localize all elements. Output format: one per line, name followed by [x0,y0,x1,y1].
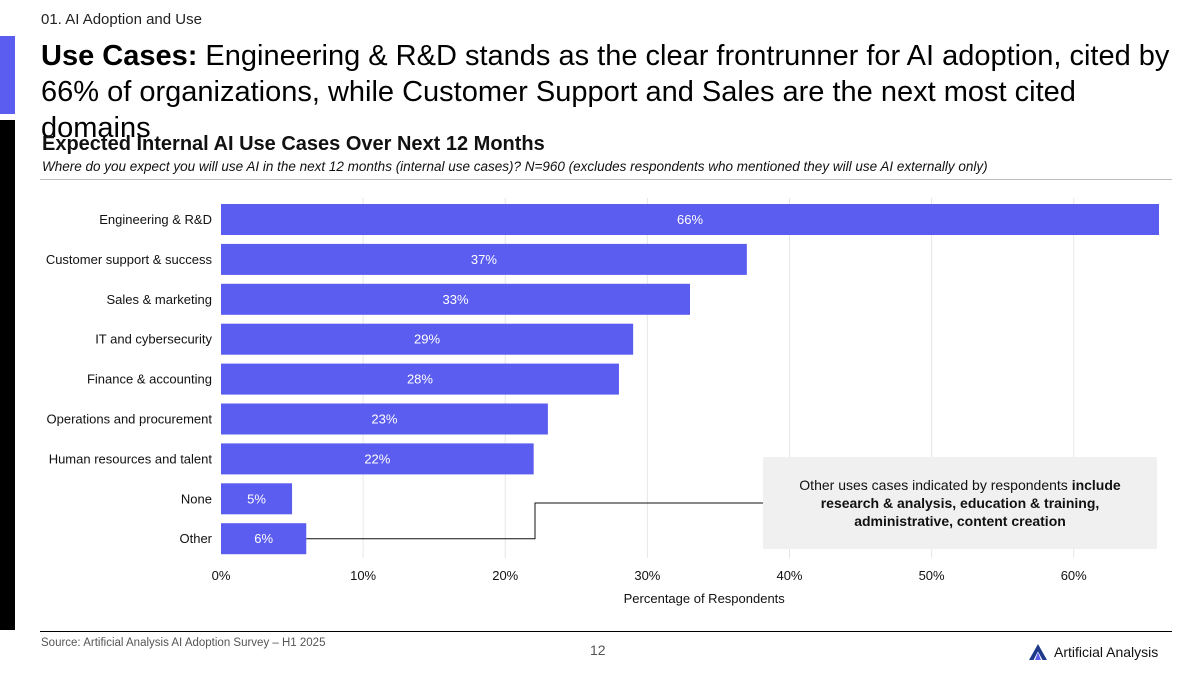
callout-text: Other uses cases indicated by respondent… [799,477,1072,493]
category-label-8: Other [179,531,212,546]
source-note: Source: Artificial Analysis AI Adoption … [41,637,326,649]
bar-8 [221,523,307,555]
headline: Use Cases: Engineering & R&D stands as t… [41,38,1191,146]
category-label-0: Engineering & R&D [99,212,212,227]
category-label-6: Human resources and talent [49,451,213,466]
tick-label-2: 20% [492,568,518,583]
data-label-4: 28% [407,372,433,387]
bar-0 [221,204,1159,235]
bar-4 [221,363,619,395]
data-label-0: 66% [677,212,703,227]
data-label-2: 33% [442,292,468,307]
brand-logo-icon [1029,644,1047,660]
tick-label-4: 40% [776,568,802,583]
footer-divider [40,631,1172,632]
accent-bar-black [0,120,15,630]
headline-rest: Engineering & R&D stands as the clear fr… [41,40,1170,144]
data-label-1: 37% [471,252,497,267]
chart-title: Expected Internal AI Use Cases Over Next… [42,133,545,155]
category-label-4: Finance & accounting [87,372,212,387]
category-label-2: Sales & marketing [107,292,213,307]
category-label-7: None [181,491,212,506]
bar-6 [221,443,534,475]
x-axis-label: Percentage of Respondents [624,591,786,606]
category-label-1: Customer support & success [46,252,213,267]
tick-label-5: 50% [919,568,945,583]
tick-label-1: 10% [350,568,376,583]
section-label: 01. AI Adoption and Use [41,11,202,28]
bar-2 [221,283,690,315]
chart-subtitle: Where do you expect you will use AI in t… [42,159,988,174]
data-label-3: 29% [414,332,440,347]
bar-1 [221,243,747,275]
category-label-3: IT and cybersecurity [95,332,212,347]
data-label-6: 22% [364,451,390,466]
page-number: 12 [590,642,606,658]
accent-bar-blue [0,36,15,114]
callout-connector [306,502,763,540]
bar-7 [221,483,293,515]
category-label-5: Operations and procurement [47,412,213,427]
tick-label-3: 30% [634,568,660,583]
other-use-cases-callout: Other uses cases indicated by respondent… [763,457,1157,549]
brand: Artificial Analysis [1028,643,1158,661]
callout-text-bold: include research & analysis, education &… [820,477,1121,529]
title-divider [40,179,1172,180]
tick-label-0: 0% [212,568,231,583]
data-label-7: 5% [247,491,266,506]
headline-bold: Use Cases: [41,40,198,72]
data-label-5: 23% [371,412,397,427]
tick-label-6: 60% [1061,568,1087,583]
bar-5 [221,403,548,435]
brand-name: Artificial Analysis [1054,644,1159,660]
bar-3 [221,323,634,355]
data-label-8: 6% [254,531,273,546]
